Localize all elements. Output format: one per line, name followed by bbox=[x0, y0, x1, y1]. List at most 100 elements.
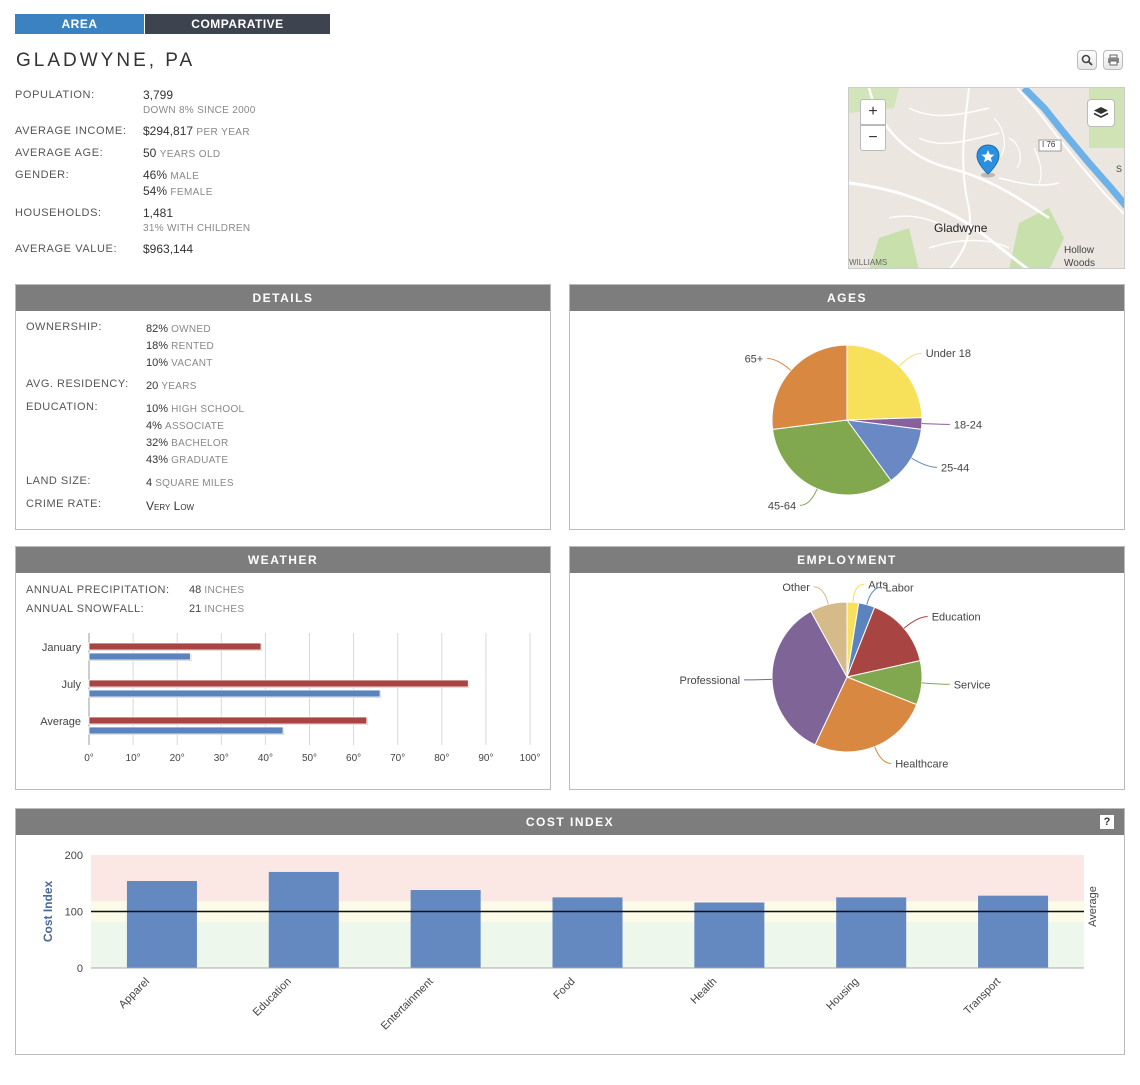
ages-connector-65 bbox=[767, 357, 792, 371]
layers-button[interactable] bbox=[1087, 99, 1115, 127]
map-background bbox=[849, 88, 1124, 268]
weather-bar-chart: 0° 10° 20° 30° 40° 50° 60° 70° 80° 90° 100° January… bbox=[40, 633, 540, 764]
details-header: DETAILS bbox=[16, 285, 550, 311]
cost-bar-food bbox=[552, 897, 623, 968]
age-value: 50 YEARS OLD bbox=[143, 146, 221, 162]
emp-label-healthcare: Healthcare bbox=[895, 758, 948, 770]
search-icon bbox=[1081, 54, 1093, 66]
zoom-out-button[interactable]: − bbox=[860, 125, 886, 151]
ages-connector-under-18 bbox=[898, 352, 922, 367]
cost-bar-transport bbox=[978, 895, 1049, 968]
weather-panel: WEATHER ANNUAL PRECIPITATION: 48 INCHES … bbox=[15, 546, 551, 790]
cost-y-tick: 0 bbox=[77, 963, 83, 975]
age-unit: YEARS OLD bbox=[159, 149, 221, 160]
cost-y-tick: 200 bbox=[65, 850, 83, 862]
owned-unit: OWNED bbox=[171, 324, 211, 335]
snow-value: 21 INCHES bbox=[189, 603, 245, 615]
weather-tick-label: 40° bbox=[258, 753, 273, 764]
weather-header: WEATHER bbox=[16, 547, 550, 573]
cost-bar-health bbox=[694, 902, 765, 968]
income-unit: PER YEAR bbox=[196, 127, 250, 138]
top-tabs: AREA OVERVIEW COMPARATIVE ANALYSIS bbox=[15, 14, 330, 51]
williams-label: WILLIAMS bbox=[849, 258, 888, 267]
emp-connector-service bbox=[921, 682, 950, 685]
ownership-label: OWNERSHIP: bbox=[26, 321, 102, 333]
hs-percent: 10% bbox=[146, 403, 169, 415]
tab-comparative-analysis[interactable]: COMPARATIVE ANALYSIS bbox=[145, 14, 330, 51]
emp-connector-education bbox=[903, 616, 928, 629]
land-value: 4 SQUARE MILES bbox=[146, 475, 234, 492]
emp-slice-education bbox=[846, 606, 921, 678]
land-unit: SQUARE MILES bbox=[155, 478, 234, 489]
residency-label: AVG. RESIDENCY: bbox=[26, 378, 129, 390]
assoc-unit: ASSOCIATE bbox=[164, 421, 225, 432]
gender-label: GENDER: bbox=[15, 169, 70, 181]
weather-category-average: Average bbox=[40, 716, 81, 728]
vacant-percent: 10% bbox=[146, 357, 169, 369]
value-label: AVERAGE VALUE: bbox=[15, 243, 118, 255]
cost-band-2 bbox=[91, 855, 1084, 902]
vacant-unit: VACANT bbox=[171, 358, 213, 369]
emp-label-education: Education bbox=[932, 612, 981, 624]
households-number: 1,481 bbox=[143, 206, 174, 220]
highway-label: I 76 bbox=[1042, 140, 1056, 149]
ages-label-under-18: Under 18 bbox=[926, 348, 971, 360]
households-value: 1,481 31% WITH CHILDREN bbox=[143, 206, 250, 236]
hollow-label: Hollow bbox=[1064, 245, 1095, 256]
s-label: S bbox=[1116, 164, 1123, 174]
cost-y-axis-label: Cost Index bbox=[41, 881, 55, 943]
population-value: 3,799 DOWN 8% SINCE 2000 bbox=[143, 88, 256, 118]
emp-connector-labor bbox=[866, 586, 882, 605]
residency-value: 20 YEARS bbox=[146, 378, 197, 395]
grad-percent: 43% bbox=[146, 454, 169, 466]
help-button[interactable]: ? bbox=[1100, 815, 1114, 829]
crime-value: Very Low bbox=[146, 499, 195, 513]
weather-tick-label: 50° bbox=[302, 753, 317, 764]
residency-number: 20 bbox=[146, 380, 159, 392]
emp-slice-professional bbox=[771, 610, 848, 746]
weather-bar-july-1 bbox=[88, 689, 381, 698]
cost-category-food: Food bbox=[551, 976, 577, 1002]
weather-tick-label: 20° bbox=[170, 753, 185, 764]
income-label: AVERAGE INCOME: bbox=[15, 125, 127, 137]
page-title: GLADWYNE, PA bbox=[16, 50, 196, 71]
precip-value: 48 INCHES bbox=[189, 584, 245, 596]
weather-bar-average-1 bbox=[88, 726, 284, 735]
assoc-percent: 4% bbox=[146, 420, 162, 432]
male-unit: MALE bbox=[170, 171, 200, 182]
cost-bar-housing bbox=[836, 897, 907, 968]
land-number: 4 bbox=[146, 477, 153, 489]
education-label: EDUCATION: bbox=[26, 401, 99, 413]
search-button[interactable] bbox=[1077, 50, 1097, 70]
population-change: DOWN 8% SINCE 2000 bbox=[143, 105, 256, 116]
precip-label: ANNUAL PRECIPITATION: bbox=[26, 584, 170, 596]
bach-percent: 32% bbox=[146, 437, 169, 449]
rented-unit: RENTED bbox=[171, 341, 215, 352]
cost-category-apparel: Apparel bbox=[117, 976, 152, 1011]
emp-slice-healthcare bbox=[814, 676, 918, 753]
ages-slice-25-44 bbox=[845, 419, 922, 482]
cost-index-panel: COST INDEX ? 0 100 200 Cost Index Apparel Edu… bbox=[15, 808, 1125, 1055]
map-marker-icon[interactable] bbox=[975, 144, 1001, 178]
emp-connector-arts bbox=[852, 583, 865, 603]
weather-bar-january-1 bbox=[88, 652, 191, 661]
grad-unit: GRADUATE bbox=[171, 455, 229, 466]
ownership-value: 82% OWNED 18% RENTED 10% VACANT bbox=[146, 321, 214, 372]
zoom-in-button[interactable]: + bbox=[860, 99, 886, 125]
tab-area-overview[interactable]: AREA OVERVIEW bbox=[15, 14, 144, 51]
weather-bar-january-0 bbox=[88, 642, 262, 651]
ages-label-65: 65+ bbox=[745, 353, 764, 365]
emp-connector-other bbox=[813, 586, 829, 605]
population-number: 3,799 bbox=[143, 88, 174, 102]
area-map[interactable]: + − I 76 Gladwyne Hollow Woods WILLIAMS … bbox=[848, 87, 1125, 269]
cost-bar-education bbox=[268, 871, 339, 968]
layers-icon bbox=[1093, 107, 1109, 118]
land-label: LAND SIZE: bbox=[26, 475, 91, 487]
education-value: 10% HIGH SCHOOL 4% ASSOCIATE 32% BACHELO… bbox=[146, 401, 244, 469]
weather-stats: ANNUAL PRECIPITATION: 48 INCHES ANNUAL S… bbox=[26, 584, 245, 615]
cost-category-health: Health bbox=[689, 976, 720, 1007]
ages-label-18-24: 18-24 bbox=[954, 419, 982, 431]
print-button[interactable] bbox=[1103, 50, 1123, 70]
crime-label: CRIME RATE: bbox=[26, 498, 102, 510]
